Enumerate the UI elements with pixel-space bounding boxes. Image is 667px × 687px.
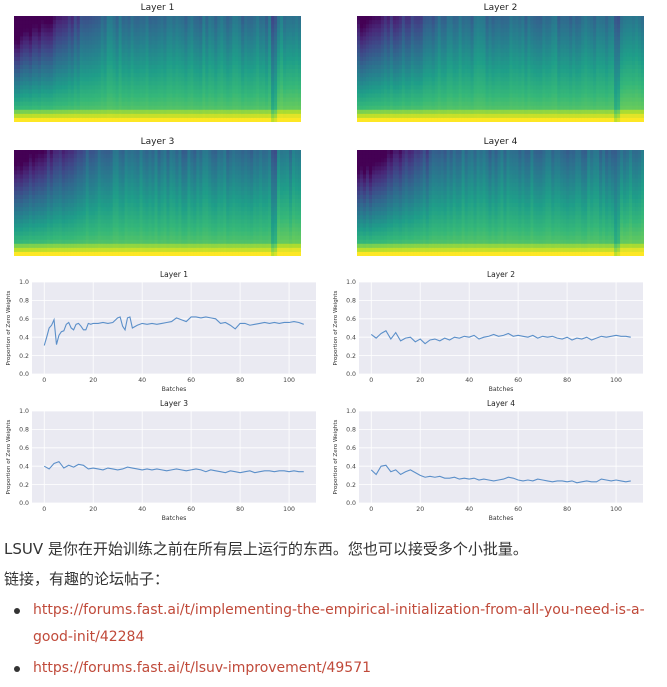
x-tick-label: 40 xyxy=(465,377,473,384)
series-line xyxy=(370,330,631,345)
links-intro: 链接，有趣的论坛帖子： xyxy=(4,570,170,588)
x-tick-label: 60 xyxy=(514,506,522,513)
heatmap-layer-2 xyxy=(357,16,644,122)
y-tick-label: 0.6 xyxy=(19,445,29,452)
chart-title: Layer 3 xyxy=(160,399,188,408)
y-tick-label: 0.6 xyxy=(346,316,356,323)
heatmap-layer-4 xyxy=(357,150,644,256)
y-tick-label: 0.4 xyxy=(346,334,356,341)
x-tick-label: 0 xyxy=(42,506,46,513)
x-tick-label: 100 xyxy=(283,377,295,384)
x-tick-label: 80 xyxy=(563,377,571,384)
x-tick-label: 40 xyxy=(138,377,146,384)
heatmap-title-layer-1: Layer 1 xyxy=(140,3,175,13)
y-tick-label: 0.2 xyxy=(346,482,356,489)
x-tick-label: 0 xyxy=(369,506,373,513)
plot-area xyxy=(359,411,643,503)
y-tick-label: 0.2 xyxy=(19,482,29,489)
x-tick-label: 20 xyxy=(89,377,97,384)
chart-title: Layer 4 xyxy=(487,399,515,408)
y-tick-label: 0.0 xyxy=(346,371,356,378)
line-chart-layer-3: Layer 3 0.0 0.2 0.4 0.6 0.8 1.0 0 20 40 60 80 100 Bat… xyxy=(6,399,316,522)
y-tick-label: 0.6 xyxy=(346,445,356,452)
y-tick-label: 0.4 xyxy=(346,463,356,470)
x-tick-label: 60 xyxy=(514,377,522,384)
heatmap-layer-3 xyxy=(14,150,301,256)
description-paragraph: LSUV 是你在开始训练之前在所有层上运行的东西。您也可以接受多个小批量。 xyxy=(4,540,528,558)
x-tick-label: 0 xyxy=(42,377,46,384)
x-tick-label: 60 xyxy=(187,377,195,384)
series-line xyxy=(43,460,304,474)
y-tick-label: 0.0 xyxy=(19,500,29,507)
line-chart-layer-4: Layer 4 0.0 0.2 0.4 0.6 0.8 1.0 0 20 40 60 80 100 Bat… xyxy=(333,399,643,522)
y-tick-label: 0.8 xyxy=(19,427,29,434)
x-tick-label: 100 xyxy=(610,377,622,384)
x-tick-label: 40 xyxy=(465,506,473,513)
forum-link-2[interactable]: https://forums.fast.ai/t/lsuv-improvemen… xyxy=(33,660,372,676)
x-tick-label: 100 xyxy=(283,506,295,513)
heatmap-title-layer-2: Layer 2 xyxy=(483,3,518,13)
chart-title: Layer 2 xyxy=(487,270,515,279)
y-tick-label: 0.2 xyxy=(19,353,29,360)
series-line xyxy=(43,316,304,346)
chart-title: Layer 1 xyxy=(160,270,188,279)
x-tick-label: 80 xyxy=(563,506,571,513)
y-tick-label: 0.0 xyxy=(346,500,356,507)
y-axis-label: Proportion of Zero Weights xyxy=(333,419,339,494)
x-tick-label: 0 xyxy=(369,377,373,384)
y-axis-label: Proportion of Zero Weights xyxy=(6,419,12,494)
heatmap-title-layer-3: Layer 3 xyxy=(140,137,175,147)
y-axis-label: Proportion of Zero Weights xyxy=(333,290,339,365)
y-tick-label: 0.8 xyxy=(19,298,29,305)
heatmap-layer-1 xyxy=(14,16,301,122)
y-tick-label: 0.6 xyxy=(19,316,29,323)
plot-area xyxy=(359,282,643,374)
x-axis-label: Batches xyxy=(489,386,514,393)
forum-link-1[interactable]: https://forums.fast.ai/t/implementing-th… xyxy=(33,602,645,645)
series-line xyxy=(370,464,631,484)
heatmap-title-layer-4: Layer 4 xyxy=(483,137,518,147)
plot-area xyxy=(32,411,316,503)
x-tick-label: 20 xyxy=(416,506,424,513)
y-tick-label: 1.0 xyxy=(346,408,356,415)
x-tick-label: 60 xyxy=(187,506,195,513)
y-tick-label: 0.8 xyxy=(346,427,356,434)
bullet-1 xyxy=(14,608,20,614)
x-tick-label: 40 xyxy=(138,506,146,513)
line-chart-layer-1: Layer 1 0.0 0.2 0.4 0.6 0.8 1.0 0 20 40 60 80 100 Bat… xyxy=(6,270,316,393)
x-axis-label: Batches xyxy=(489,515,514,522)
x-axis-label: Batches xyxy=(162,386,187,393)
y-tick-label: 0.2 xyxy=(346,353,356,360)
x-tick-label: 100 xyxy=(610,506,622,513)
x-tick-label: 20 xyxy=(416,377,424,384)
y-tick-label: 1.0 xyxy=(19,408,29,415)
plot-area xyxy=(32,282,316,374)
x-tick-label: 20 xyxy=(89,506,97,513)
y-axis-label: Proportion of Zero Weights xyxy=(6,290,12,365)
bullet-2 xyxy=(14,666,20,672)
y-tick-label: 0.4 xyxy=(19,463,29,470)
y-tick-label: 1.0 xyxy=(346,279,356,286)
x-axis-label: Batches xyxy=(162,515,187,522)
y-tick-label: 0.0 xyxy=(19,371,29,378)
x-tick-label: 80 xyxy=(236,377,244,384)
y-tick-label: 1.0 xyxy=(19,279,29,286)
y-tick-label: 0.8 xyxy=(346,298,356,305)
line-chart-layer-2: Layer 2 0.0 0.2 0.4 0.6 0.8 1.0 0 20 40 60 80 100 Bat… xyxy=(333,270,643,393)
x-tick-label: 80 xyxy=(236,506,244,513)
y-tick-label: 0.4 xyxy=(19,334,29,341)
